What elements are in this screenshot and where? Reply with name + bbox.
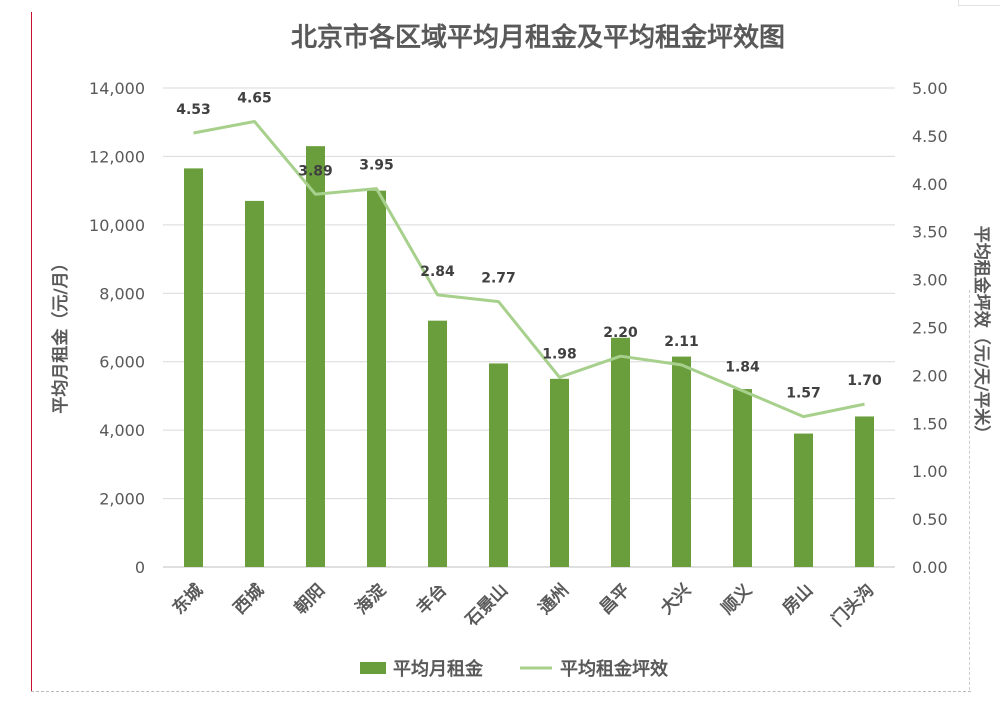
series-line [193,120,865,419]
data-label: 4.65 [237,91,272,107]
right-tick-label: 4.00 [912,175,948,194]
bottom-border-rule [31,691,971,692]
right-tick-label: 1.00 [912,462,948,481]
data-label: 3.89 [298,163,333,179]
right-tick-label: 3.00 [912,271,948,290]
category-label: 通州 [535,580,573,618]
data-label: 4.53 [176,102,211,118]
left-border-rule [31,12,32,692]
category-label: 东城 [168,580,207,619]
line-series [193,120,865,419]
data-label: 2.20 [603,325,638,341]
right-tick-label: 0.50 [912,510,948,529]
legend-line-label: 平均租金坪效 [560,658,669,680]
bar [306,146,325,567]
bar [367,190,386,567]
data-label: 2.77 [481,271,516,287]
left-tick-label: 12,000 [89,147,145,166]
category-label: 门头沟 [827,580,878,631]
right-border-rule [969,290,970,690]
legend: 平均月租金 平均租金坪效 [360,658,669,680]
category-label: 房山 [778,580,817,619]
left-tick-label: 14,000 [89,79,145,98]
category-label: 顺义 [717,580,756,619]
right-axis-title: 平均租金坪效（元/天/平米） [971,226,992,442]
data-label: 1.70 [847,373,882,389]
category-label: 西城 [230,580,268,618]
bar [733,389,752,567]
data-label: 1.57 [786,386,821,402]
category-label: 朝阳 [290,580,329,619]
bar [794,433,813,567]
right-tick-label: 3.50 [912,223,948,242]
right-tick-label: 4.50 [912,127,948,146]
bar [245,200,264,567]
left-tick-label: 10,000 [89,216,145,235]
right-tick-label: 0.00 [912,558,948,577]
category-axis: 东城 西城 朝阳 海淀 丰台 石景山 通州 昌平 大兴 顺义 房山 门头沟 [168,579,878,631]
legend-bar-swatch [360,662,386,674]
bar [672,356,691,567]
left-axis-title: 平均月租金（元/月） [50,254,71,413]
right-tick-label: 1.50 [912,414,948,433]
category-label: 大兴 [656,580,695,619]
data-label: 3.95 [359,158,394,174]
legend-bar-label: 平均月租金 [393,658,484,680]
bar [855,416,874,567]
gridlines [163,87,895,568]
bar-series [184,146,874,567]
left-tick-label: 6,000 [99,353,145,372]
category-label: 海淀 [351,579,391,619]
left-axis: 0 2,000 4,000 6,000 8,000 10,000 12,000 14,000 [89,79,145,577]
data-label: 1.98 [542,346,577,362]
left-tick-label: 0 [135,558,145,577]
bar [428,320,447,567]
bar [184,168,203,567]
right-tick-label: 2.00 [912,366,948,385]
left-tick-label: 8,000 [99,284,145,303]
category-label: 石景山 [461,580,512,631]
bar [489,363,508,567]
left-tick-label: 2,000 [99,490,145,509]
left-tick-label: 4,000 [99,421,145,440]
data-label: 1.84 [725,360,760,376]
bar [550,378,569,567]
right-tick-label: 2.50 [912,319,948,338]
right-tick-label: 5.00 [912,79,948,98]
category-label: 丰台 [412,580,451,619]
data-label: 2.11 [664,334,699,350]
corner-box [958,0,1000,6]
category-label: 昌平 [596,580,634,618]
right-axis: 0.00 0.50 1.00 1.50 2.00 2.50 3.00 3.50 4.00 4.50… [912,79,948,577]
data-label: 2.84 [420,264,455,280]
data-labels: 4.53 4.65 3.89 3.95 2.84 2.77 1.98 2.20 2.11 1.84… [176,91,882,402]
bar [611,337,630,567]
chart-title: 北京市各区域平均月租金及平均租金坪效图 [291,22,785,53]
